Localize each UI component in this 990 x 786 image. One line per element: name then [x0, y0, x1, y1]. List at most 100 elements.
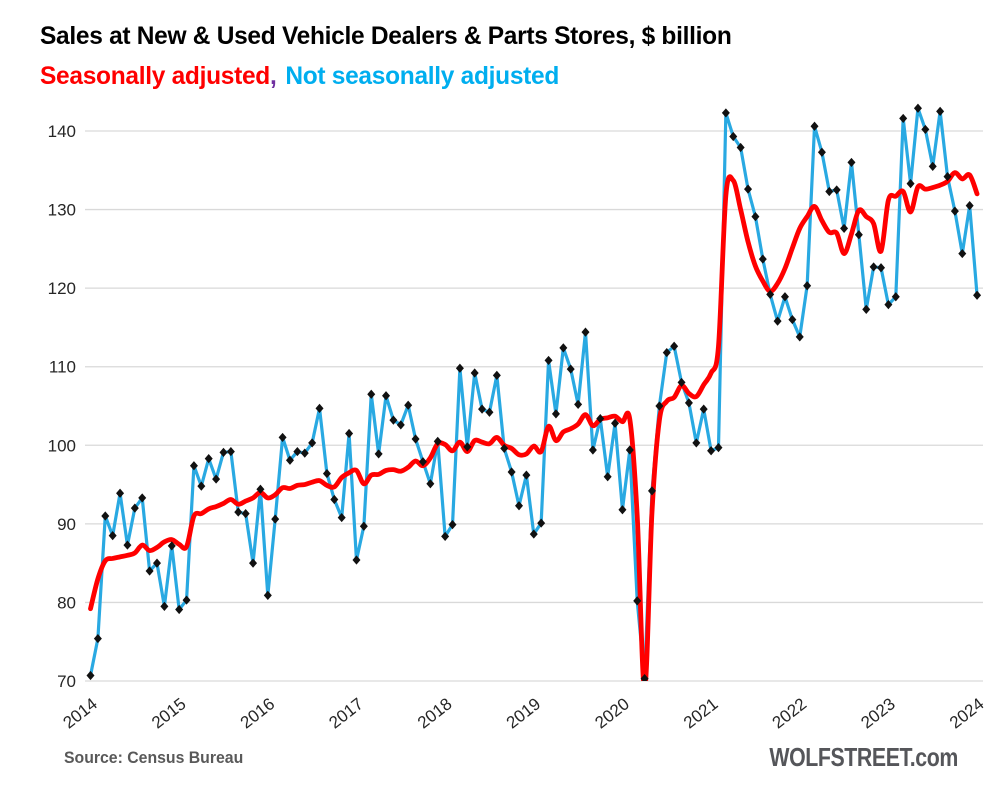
data-point-diamond [581, 327, 590, 337]
data-point-diamond [965, 201, 974, 211]
data-point-diamond [928, 161, 937, 171]
data-point-diamond [655, 401, 664, 411]
data-point-diamond [108, 531, 117, 541]
x-axis-tick-label: 2019 [503, 694, 545, 732]
wolfstreet-logo-name: WOLFSTREET [769, 742, 910, 772]
data-point-diamond [101, 511, 110, 521]
data-point-diamond [485, 407, 494, 417]
y-axis-tick-label: 120 [48, 279, 76, 298]
data-point-diamond [662, 347, 671, 358]
data-point-diamond [411, 434, 420, 444]
data-point-diamond [611, 418, 620, 428]
data-point-diamond [507, 467, 516, 477]
data-point-diamond [322, 468, 331, 479]
data-point-diamond [271, 514, 280, 524]
data-point-diamond [950, 206, 959, 216]
data-point-diamond [418, 457, 427, 467]
data-point-diamond [123, 540, 132, 550]
data-point-diamond [374, 449, 383, 459]
data-point-diamond [625, 445, 634, 455]
data-point-diamond [840, 223, 849, 234]
data-point-diamond [869, 262, 878, 272]
chart-subtitle-legend: Seasonally adjusted, Not seasonally adjus… [40, 62, 559, 91]
data-point-diamond [744, 184, 753, 194]
data-point-diamond [913, 103, 922, 113]
data-point-diamond [86, 670, 95, 681]
data-point-diamond [330, 494, 339, 505]
data-point-diamond [758, 254, 767, 264]
x-axis-tick-label: 2018 [414, 694, 456, 732]
data-point-diamond [204, 454, 213, 464]
data-point-diamond [943, 171, 952, 182]
data-point-diamond [677, 377, 686, 388]
data-point-diamond [551, 409, 560, 419]
data-point-diamond [492, 370, 501, 380]
y-axis-tick-label: 70 [57, 672, 76, 691]
legend-not-seasonally-adjusted: Not seasonally adjusted [285, 62, 560, 90]
x-axis-tick-label: 2021 [680, 694, 722, 732]
data-point-diamond [847, 157, 856, 168]
data-point-diamond [736, 142, 745, 153]
data-point-diamond [93, 633, 102, 644]
data-point-diamond [515, 501, 524, 511]
y-axis-tick-label: 140 [48, 122, 76, 141]
data-point-diamond [448, 520, 457, 530]
data-point-diamond [729, 131, 738, 142]
data-point-diamond [189, 461, 198, 471]
data-point-diamond [389, 415, 398, 425]
data-point-diamond [167, 541, 176, 551]
data-point-diamond [367, 389, 376, 399]
y-axis-tick-label: 80 [57, 593, 76, 612]
data-point-diamond [426, 479, 435, 489]
data-point-diamond [470, 368, 479, 378]
data-point-diamond [633, 596, 642, 606]
data-point-diamond [308, 438, 317, 448]
x-axis-tick-label: 2020 [591, 694, 633, 732]
data-point-diamond [810, 121, 819, 131]
y-axis-tick-label: 110 [49, 358, 76, 377]
data-point-diamond [574, 399, 583, 410]
data-point-diamond [603, 472, 612, 482]
data-point-diamond [463, 442, 472, 452]
data-point-diamond [160, 601, 169, 611]
data-point-diamond [455, 363, 464, 373]
data-point-diamond [958, 248, 967, 259]
x-axis-tick-label: 2014 [59, 694, 101, 732]
data-point-diamond [116, 488, 125, 498]
data-point-diamond [278, 432, 287, 443]
data-point-diamond [522, 470, 531, 480]
data-point-diamond [936, 106, 945, 116]
data-point-diamond [352, 555, 361, 565]
data-point-diamond [197, 481, 206, 491]
data-point-diamond [707, 446, 716, 456]
data-point-diamond [219, 447, 228, 457]
data-point-diamond [862, 304, 871, 314]
data-point-diamond [773, 316, 782, 326]
data-point-diamond [404, 400, 413, 410]
data-point-diamond [714, 443, 723, 453]
nsa-markers [86, 103, 982, 681]
data-point-diamond [921, 124, 930, 135]
data-point-diamond [249, 558, 258, 568]
data-point-diamond [300, 448, 309, 458]
data-point-diamond [234, 507, 243, 517]
data-point-diamond [877, 263, 886, 273]
x-axis-tick-label: 2022 [769, 694, 811, 732]
data-point-diamond [382, 391, 391, 401]
data-point-diamond [226, 446, 235, 457]
data-point-diamond [345, 428, 354, 439]
data-point-diamond [588, 445, 597, 455]
x-axis-tick-label: 2015 [148, 694, 190, 732]
data-point-diamond [529, 529, 538, 539]
data-point-diamond [647, 486, 656, 496]
data-point-diamond [182, 595, 191, 605]
wolfstreet-logo: WOLFSTREET.com [769, 742, 958, 773]
nsa-line [88, 106, 979, 681]
chart-title: Sales at New & Used Vehicle Dealers & Pa… [40, 22, 732, 50]
data-point-diamond [803, 281, 812, 291]
source-note: Source: Census Bureau [64, 748, 244, 767]
data-point-diamond [973, 290, 982, 300]
data-point-diamond [537, 518, 546, 528]
